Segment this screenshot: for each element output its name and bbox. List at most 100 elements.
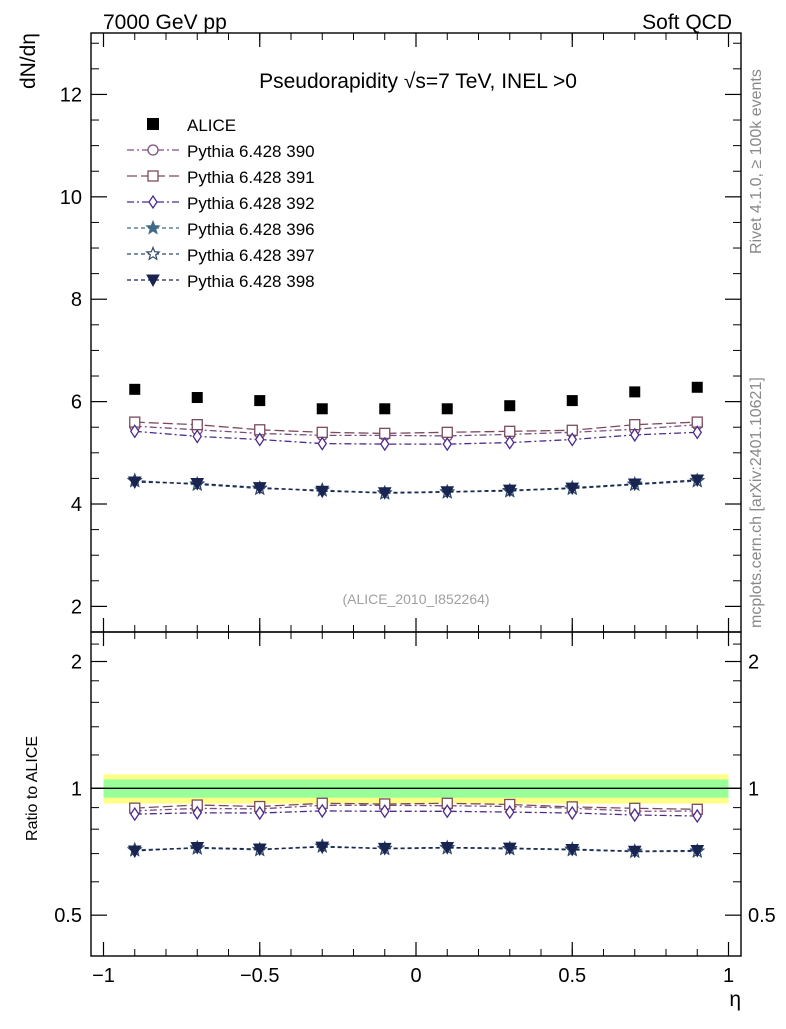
marker-shape — [442, 436, 453, 452]
alice-data-point — [379, 403, 391, 415]
marker-shape — [254, 395, 266, 407]
legend-label-alice: ALICE — [187, 116, 236, 135]
series-point-main — [629, 427, 640, 443]
marker-shape — [379, 427, 391, 440]
marker-shape — [127, 845, 142, 859]
marker-shape — [441, 426, 453, 438]
series-line-ratio — [134, 804, 698, 812]
series-point-ratio — [629, 807, 640, 823]
series-point-ratio — [192, 805, 203, 820]
marker-shape — [147, 144, 159, 156]
series-pythia-6-428-392 — [129, 424, 703, 824]
alice-data-point — [316, 403, 328, 415]
series-point-ratio — [317, 803, 328, 819]
marker-shape — [379, 804, 390, 819]
series-point-ratio — [379, 804, 390, 819]
series-point-main — [442, 436, 453, 452]
legend-marker — [147, 144, 159, 156]
marker-shape — [192, 805, 203, 820]
alice-data-point — [504, 400, 516, 412]
marker-shape — [567, 805, 578, 821]
y-tick-label-ratio-right: 0.5 — [748, 905, 776, 927]
series-point-ratio — [190, 842, 205, 855]
data-series — [126, 381, 706, 859]
series-point-main — [627, 478, 642, 492]
series-line-main — [134, 424, 698, 437]
marker-shape — [690, 474, 705, 487]
legend-marker — [146, 274, 160, 288]
series-point-ratio — [502, 842, 517, 856]
marker-shape — [129, 383, 141, 395]
x-axis-label: η — [729, 988, 741, 1011]
marker-shape — [566, 395, 578, 407]
marker-shape — [317, 436, 328, 451]
series-point-main — [502, 484, 517, 498]
legend-label: Pythia 6.428 397 — [187, 246, 315, 265]
marker-shape — [129, 424, 140, 439]
series-point-main — [316, 426, 328, 438]
marker-shape — [504, 425, 516, 437]
analysis-label: (ALICE_2010_I852264) — [342, 591, 489, 607]
series-point-main — [567, 432, 578, 447]
series-point-main — [565, 482, 580, 496]
marker-shape — [317, 803, 328, 819]
alice-data-point — [129, 383, 141, 395]
series-point-main — [315, 485, 330, 499]
marker-shape — [629, 807, 640, 823]
legend: ALICE Pythia 6.428 390 Pythia 6.428 391 Pyt… — [127, 116, 315, 291]
series-point-main — [504, 435, 515, 450]
legend-marker — [148, 194, 158, 210]
series-point-ratio — [567, 805, 578, 821]
header-right-label: Soft QCD — [642, 11, 732, 34]
marker-shape — [379, 403, 391, 415]
series-point-ratio — [504, 804, 515, 820]
series-point-main — [127, 476, 142, 490]
marker-shape — [315, 485, 330, 499]
series-point-main — [192, 429, 203, 444]
y-tick-label-main: 8 — [71, 289, 82, 311]
series-point-ratio — [692, 808, 703, 824]
series-point-main — [252, 482, 267, 495]
series-point-main — [441, 426, 453, 438]
series-point-ratio — [315, 841, 330, 855]
legend-label: Pythia 6.428 396 — [187, 220, 315, 239]
marker-shape — [565, 843, 580, 857]
marker-shape — [377, 842, 392, 856]
series-pythia-6-428-398 — [127, 474, 705, 859]
series-point-main — [692, 425, 703, 440]
legend-label: Pythia 6.428 398 — [187, 272, 315, 291]
marker-shape — [191, 419, 203, 431]
marker-shape — [146, 274, 160, 288]
marker-shape — [316, 403, 328, 415]
y-tick-label-ratio-right: 1 — [748, 778, 759, 800]
y-tick-label-ratio-left: 0.5 — [54, 905, 82, 927]
ratio-uncertainty-bands — [91, 774, 741, 804]
series-point-ratio — [442, 804, 453, 819]
series-line-ratio — [134, 846, 698, 852]
x-tick-label: 0 — [410, 965, 421, 987]
marker-shape — [377, 487, 392, 500]
marker-shape — [441, 403, 453, 415]
marker-shape — [504, 804, 515, 820]
series-point-ratio — [627, 845, 642, 859]
series-point-main — [379, 436, 390, 452]
series-point-main — [191, 419, 203, 431]
marker-shape — [504, 435, 515, 450]
alice-data-point — [566, 395, 578, 407]
marker-shape — [440, 842, 455, 855]
alice-data-point — [629, 386, 641, 398]
marker-shape — [691, 381, 703, 393]
y-tick-label-main: 2 — [71, 596, 82, 618]
series-line-main — [134, 430, 698, 445]
header-left-label: 7000 GeV pp — [103, 11, 227, 34]
marker-shape — [692, 425, 703, 440]
chart-title: Pseudorapidity √s=7 TeV, INEL >0 — [259, 70, 577, 93]
side-label-mcplots: mcplots.cern.ch [arXiv:2401.10621] — [748, 377, 765, 628]
y-tick-label-main: 10 — [60, 187, 82, 209]
series-point-main — [377, 487, 392, 500]
legend-label: Pythia 6.428 391 — [187, 168, 315, 187]
series-point-main — [690, 474, 705, 487]
series-point-ratio — [252, 843, 267, 857]
